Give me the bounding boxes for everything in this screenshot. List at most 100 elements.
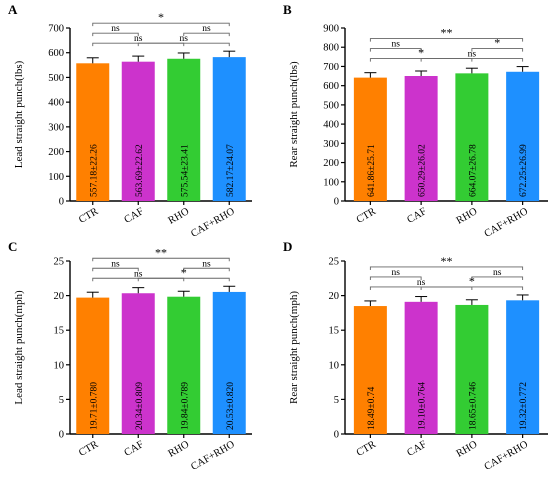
- y-tick-label: 10: [329, 360, 340, 371]
- significance-label: ns: [417, 278, 426, 288]
- significance-label: *: [418, 46, 424, 60]
- panel-b: B 0 100 200 300 400 500 600 700 800 900 Rear straig…: [283, 2, 548, 240]
- bar-value-label: 19.71±0.780: [89, 382, 99, 430]
- y-tick-label: 300: [323, 139, 339, 150]
- significance-label: ns: [111, 259, 120, 269]
- y-tick-label: 0: [334, 430, 339, 441]
- significance-label: ns: [468, 50, 477, 60]
- bar-caf-rho: [506, 71, 540, 201]
- bar-rho: [455, 73, 489, 201]
- bar-value-label: 20.34±0.809: [135, 382, 145, 430]
- y-tick-label: 100: [323, 177, 339, 188]
- y-tick-label: 400: [323, 120, 339, 131]
- panel-c: C 0 5 10 15 20 25 Lead straight punch(mph) 19.71…: [8, 239, 252, 473]
- y-tick-label: 500: [48, 73, 64, 84]
- significance-bracket: [369, 48, 422, 52]
- y-tick-label: 5: [334, 395, 339, 406]
- bar-ctr: [353, 77, 387, 201]
- x-tick-label: CTR: [355, 439, 378, 459]
- significance-label: **: [441, 26, 453, 40]
- bar-value-label: 20.53±0.820: [226, 382, 236, 430]
- y-tick-label: 400: [48, 98, 64, 109]
- significance-bracket: [137, 42, 230, 47]
- significance-bracket: [137, 277, 230, 282]
- significance-bracket: [420, 58, 524, 62]
- bar-value-label: 582.17±24.07: [226, 144, 236, 197]
- significance-label: ns: [392, 268, 401, 278]
- bar-value-label: 19.10±0.764: [418, 382, 428, 430]
- y-tick-label: 10: [54, 360, 65, 371]
- y-tick-label: 20: [54, 291, 65, 302]
- x-tick-label: CAF+RHO: [189, 439, 237, 473]
- panel-letter: D: [283, 239, 292, 254]
- bar-ctr: [76, 63, 110, 202]
- x-tick-label: CTR: [77, 206, 100, 226]
- x-tick-label: CTR: [77, 439, 100, 459]
- significance-label: ns: [111, 24, 120, 34]
- significance-label: **: [155, 245, 167, 259]
- y-axis-label: Rear straight punch(mph): [288, 291, 300, 404]
- significance-label: *: [469, 274, 475, 288]
- x-tick-label: CAF: [123, 206, 146, 226]
- y-axis-label: Lead straight punch(mph): [13, 290, 25, 405]
- bar-rho: [455, 304, 489, 434]
- significance-bracket: [92, 257, 230, 262]
- y-tick-label: 600: [323, 81, 339, 92]
- bar-caf: [404, 301, 438, 434]
- significance-bracket: [471, 48, 524, 52]
- y-tick-label: 15: [329, 326, 340, 337]
- bar-ctr: [76, 297, 110, 434]
- y-tick-label: 300: [48, 122, 64, 133]
- x-tick-label: RHO: [167, 439, 192, 460]
- panel-d: D 0 5 10 15 20 25 Rear straight punch(mph) 18.49…: [283, 239, 548, 473]
- significance-label: *: [158, 10, 164, 24]
- significance-label: ns: [180, 34, 189, 44]
- significance-label: **: [441, 254, 453, 268]
- panel-letter: C: [8, 239, 17, 254]
- significance-bracket: [369, 38, 524, 42]
- x-tick-label: RHO: [455, 439, 480, 460]
- bar-caf: [121, 293, 155, 434]
- significance-label: ns: [392, 40, 401, 50]
- y-tick-label: 5: [59, 395, 64, 406]
- y-tick-label: 500: [323, 100, 339, 111]
- bar-rho: [167, 58, 201, 201]
- y-tick-label: 0: [334, 197, 339, 208]
- y-tick-label: 25: [54, 257, 65, 268]
- bar-value-label: 563.69±22.62: [135, 144, 145, 197]
- bar-value-label: 19.32±0.772: [519, 382, 529, 430]
- y-tick-label: 900: [323, 24, 339, 35]
- significance-bracket: [183, 267, 230, 272]
- significance-label: *: [181, 265, 187, 279]
- significance-bracket: [183, 32, 230, 37]
- y-tick-label: 200: [48, 147, 64, 158]
- x-tick-label: RHO: [167, 206, 192, 227]
- bar-caf-rho: [212, 57, 246, 201]
- bar-value-label: 19.84±0.789: [180, 382, 190, 430]
- x-tick-label: CAF+RHO: [189, 206, 237, 240]
- significance-label: ns: [134, 34, 143, 44]
- significance-bracket: [92, 32, 139, 37]
- x-tick-label: CAF: [405, 439, 428, 459]
- y-tick-label: 0: [59, 430, 64, 441]
- x-tick-label: RHO: [455, 206, 480, 227]
- y-tick-label: 200: [323, 158, 339, 169]
- y-axis-label: Rear straight punch(lbs): [288, 61, 300, 168]
- x-tick-label: CAF: [123, 439, 146, 459]
- significance-bracket: [92, 22, 230, 27]
- y-tick-label: 600: [48, 48, 64, 59]
- bar-value-label: 18.49±0.74: [367, 387, 377, 430]
- significance-bracket: [369, 276, 422, 280]
- y-tick-label: 700: [48, 24, 64, 35]
- panel-letter: A: [8, 2, 18, 17]
- bar-value-label: 557.18±22.26: [89, 144, 99, 197]
- significance-bracket: [471, 276, 524, 280]
- bar-value-label: 641.86±25.71: [367, 144, 377, 197]
- panel-letter: B: [283, 2, 292, 17]
- panel-a: A 0 100 200 300 400 500 600 700 Lead straight pun…: [8, 2, 252, 240]
- bar-caf: [404, 75, 438, 201]
- bar-value-label: 18.65±0.746: [468, 382, 478, 430]
- significance-label: *: [494, 36, 500, 50]
